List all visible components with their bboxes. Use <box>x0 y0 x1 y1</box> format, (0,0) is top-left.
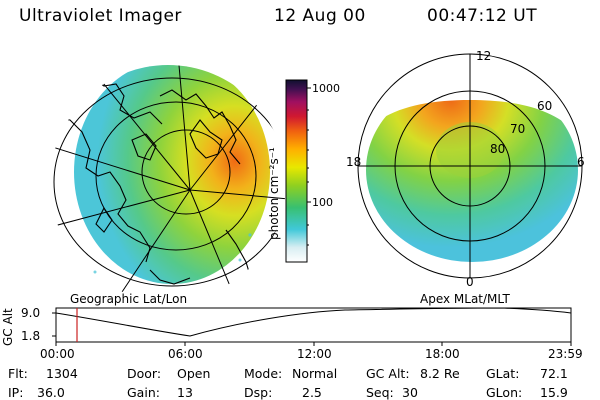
instrument-title: Ultraviolet Imager <box>19 6 182 26</box>
alt-xtick-0000: 00:00 <box>40 347 75 361</box>
flt-value: 1304 <box>46 366 78 381</box>
alt-ylabel: GC Alt <box>1 308 15 346</box>
mlat-label-60: 60 <box>537 99 552 113</box>
altitude-plot-frame <box>55 307 572 343</box>
right-panel-caption: Apex MLat/MLT <box>420 292 510 306</box>
colorbar-tick-1000: 1000 <box>312 82 340 95</box>
alt-xtick-1200: 12:00 <box>297 347 332 361</box>
alt-xtick-1800: 18:00 <box>425 347 460 361</box>
mlt-label-dawn: 6 <box>577 155 585 169</box>
colorbar-gradient <box>285 79 308 263</box>
aurora-emission <box>74 65 270 284</box>
gcalt-value: 8.2 Re <box>420 366 460 381</box>
dsp-value: 2.5 <box>302 385 322 400</box>
image-time: 00:47:12 UT <box>427 6 538 26</box>
ip-label: IP: <box>8 385 24 400</box>
alt-xtick-0600: 06:00 <box>168 347 203 361</box>
mlt-label-dusk: 18 <box>346 155 361 169</box>
glat-value: 72.1 <box>540 366 568 381</box>
longitude-grid <box>50 65 286 301</box>
color-scale: 1000 100 photon cm⁻²s⁻¹ <box>267 79 340 263</box>
mode-label: Mode: <box>244 366 283 381</box>
altitude-timeline: 9.0 1.8 GC Alt 00:00 06:00 12:00 18:00 2… <box>1 306 583 361</box>
altitude-curve <box>55 307 572 337</box>
mlt-label-noon: 12 <box>476 49 491 63</box>
mlt-label-midnight: 0 <box>466 275 474 289</box>
apex-mlat-mlt-image: 12 18 6 0 60 70 80 <box>346 49 585 289</box>
colorbar-unit-label: photon cm⁻²s⁻¹ <box>267 147 281 240</box>
glat-label: GLat: <box>486 366 520 381</box>
mlat-label-80: 80 <box>490 142 505 156</box>
image-date: 12 Aug 00 <box>274 6 366 26</box>
ip-value: 36.0 <box>37 385 65 400</box>
dsp-label: Dsp: <box>244 385 273 400</box>
left-panel-caption: Geographic Lat/Lon <box>70 292 187 306</box>
door-label: Door: <box>127 366 162 381</box>
seq-value: 30 <box>402 385 418 400</box>
door-value: Open <box>177 366 211 381</box>
alt-xtick-2359: 23:59 <box>548 347 583 361</box>
mlat-label-70: 70 <box>510 122 525 136</box>
glon-label: GLon: <box>486 385 523 400</box>
gain-label: Gain: <box>127 385 160 400</box>
latitude-grid <box>53 77 286 287</box>
mode-value: Normal <box>292 366 338 381</box>
gain-value: 13 <box>177 385 193 400</box>
flt-label: Flt: <box>8 366 28 381</box>
geographic-image <box>50 65 286 301</box>
alt-ytick-min: 1.8 <box>21 329 40 343</box>
glon-value: 15.9 <box>540 385 568 400</box>
gcalt-label: GC Alt: <box>366 366 410 381</box>
colorbar-tick-100: 100 <box>312 196 333 209</box>
alt-ytick-max: 9.0 <box>21 306 40 320</box>
seq-label: Seq: <box>366 385 394 400</box>
mlt-grid-lines <box>358 54 582 278</box>
